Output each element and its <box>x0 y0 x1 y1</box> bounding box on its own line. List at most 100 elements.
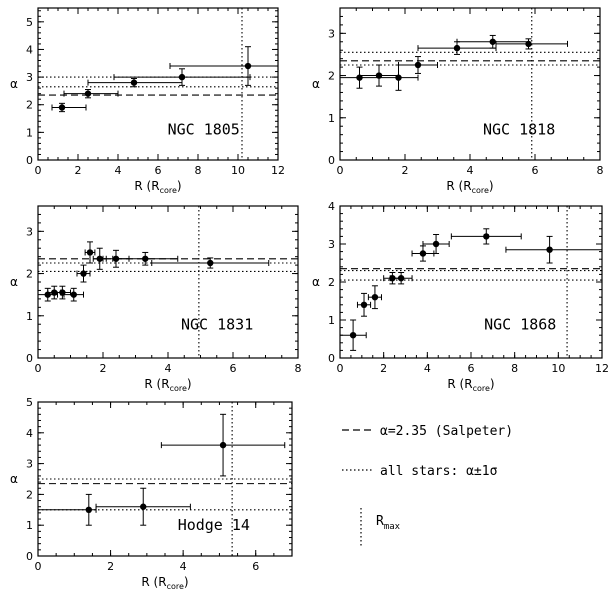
x-axis-label-open: (R <box>456 377 473 391</box>
x-axis-label-close: ) <box>187 377 192 391</box>
y-axis-label: α <box>312 275 320 289</box>
data-point <box>378 64 419 91</box>
y-tick-label: 0 <box>26 550 33 563</box>
x-tick-label: 4 <box>467 164 474 177</box>
data-point <box>456 34 529 49</box>
point-marker <box>483 233 490 240</box>
point-marker <box>525 40 532 48</box>
x-tick-label: 2 <box>380 362 387 375</box>
point-marker <box>397 275 405 282</box>
x-tick-label: 8 <box>295 362 302 375</box>
x-axis-label: R (Rcore) <box>134 179 181 195</box>
x-axis-label-r: R <box>447 377 455 391</box>
plot-frame <box>339 205 603 359</box>
y-tick-label: 3 <box>26 458 33 471</box>
y-tick-label: 3 <box>328 27 335 40</box>
point-marker <box>395 74 402 81</box>
panel-ngc-1831: 0 2 4 6 8 0 1 2 3 R (Rcore) α NGC 1831 <box>10 205 302 393</box>
x-axis-label-open: (R <box>153 377 170 391</box>
cluster-label: Hodge 14 <box>178 516 250 534</box>
y-tick-label: 4 <box>328 200 335 213</box>
y-tick-label: 4 <box>26 43 33 56</box>
y-axis-label: α <box>10 77 18 91</box>
data-point <box>84 241 96 264</box>
cluster-label: NGC 1805 <box>168 121 240 139</box>
y-axis-label: α <box>10 275 18 289</box>
x-axis-label-r: R <box>141 575 149 589</box>
point-marker <box>546 246 553 253</box>
data-point <box>339 319 367 351</box>
x-tick-label: 2 <box>107 560 114 573</box>
legend-allstars-label: all stars: α±1σ <box>380 464 498 479</box>
y-tick-label: 0 <box>26 352 33 365</box>
data-point <box>450 228 522 245</box>
data-point <box>169 46 279 86</box>
x-tick-label: 6 <box>532 164 539 177</box>
y-axis-label: α <box>10 472 18 486</box>
point-marker <box>86 249 94 256</box>
data-point <box>112 251 179 266</box>
x-tick-label: 0 <box>35 362 42 375</box>
x-axis-label: R (Rcore) <box>144 377 191 393</box>
data-point <box>495 38 568 50</box>
y-tick-label: 3 <box>328 238 335 251</box>
plot-frame <box>37 205 299 359</box>
legend-salpeter-label: α=2.35 (Salpeter) <box>380 424 513 439</box>
x-axis-label-close: ) <box>490 377 495 391</box>
x-axis-label-unit: core <box>170 384 187 393</box>
x-tick-label: 12 <box>271 164 285 177</box>
x-tick-label: 6 <box>252 560 259 573</box>
x-axis-label-unit: core <box>160 186 177 195</box>
x-tick-label: 0 <box>35 164 42 177</box>
x-tick-label: 0 <box>35 560 42 573</box>
cluster-label: NGC 1818 <box>483 121 555 139</box>
panel-hodge-14: 0 2 4 6 0 1 2 3 4 5 R (Rcore) α Hodge 14 <box>10 396 293 591</box>
point-marker <box>85 506 93 513</box>
y-axis-label: α <box>312 77 320 91</box>
point-marker <box>140 503 147 510</box>
y-tick-label: 0 <box>26 154 33 167</box>
x-tick-label: 8 <box>597 164 604 177</box>
point-marker <box>489 38 496 45</box>
legend: α=2.35 (Salpeter) all stars: α±1σ Rmax <box>342 424 513 546</box>
x-tick-label: 10 <box>551 362 565 375</box>
y-tick-label: 2 <box>328 70 335 83</box>
data-point <box>37 493 97 526</box>
point-marker <box>349 332 357 339</box>
x-axis-label-close: ) <box>177 179 182 193</box>
point-marker <box>371 294 379 301</box>
legend-rmax-r: R <box>376 514 384 529</box>
data-point <box>398 56 438 74</box>
x-tick-label: 4 <box>165 362 172 375</box>
legend-rmax-sub: max <box>384 522 401 532</box>
x-axis-label-open: (R <box>143 179 160 193</box>
data-point <box>53 285 71 300</box>
x-axis-label: R (Rcore) <box>447 377 494 393</box>
point-marker <box>58 104 66 111</box>
panel-ngc-1818: 0 2 4 6 8 0 1 2 3 R (Rcore) α NGC 1818 <box>312 7 604 195</box>
cluster-label: NGC 1831 <box>181 316 253 334</box>
x-axis-label-open: (R <box>150 575 167 589</box>
y-tick-label: 2 <box>26 488 33 501</box>
y-tick-label: 1 <box>26 310 33 323</box>
point-marker <box>178 73 186 81</box>
x-axis-label-r: R <box>134 179 142 193</box>
point-marker <box>207 259 214 267</box>
y-tick-label: 2 <box>26 268 33 281</box>
point-marker <box>432 240 440 248</box>
y-tick-label: 1 <box>328 112 335 125</box>
data-point <box>95 487 191 526</box>
data-point <box>411 245 435 262</box>
x-axis-label-unit: core <box>473 384 490 393</box>
point-marker <box>142 255 149 262</box>
x-tick-label: 8 <box>511 362 518 375</box>
x-tick-label: 0 <box>337 362 344 375</box>
data-point <box>51 102 87 113</box>
x-tick-label: 2 <box>402 164 409 177</box>
point-marker <box>70 291 77 298</box>
data-point <box>113 68 251 86</box>
